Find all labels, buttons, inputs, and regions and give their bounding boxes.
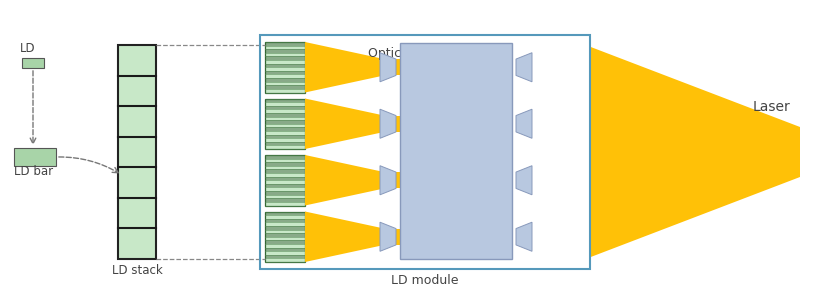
Text: LD bar: LD bar (14, 165, 53, 178)
Text: LD stack: LD stack (112, 264, 163, 277)
Bar (265, 138, 305, 142)
Bar (14, 148, 56, 166)
Polygon shape (396, 229, 400, 245)
Bar (265, 74, 305, 78)
Bar (265, 142, 305, 145)
Bar (265, 184, 305, 188)
Bar (265, 219, 305, 222)
Polygon shape (305, 98, 380, 149)
Text: Laser: Laser (752, 100, 790, 114)
Bar (265, 98, 305, 149)
Text: LD module: LD module (391, 274, 459, 287)
Bar (265, 127, 305, 131)
Bar (265, 98, 305, 102)
Bar (265, 169, 305, 173)
Bar (265, 162, 305, 166)
Bar (265, 215, 305, 219)
Bar (22, 58, 44, 68)
Polygon shape (516, 109, 532, 138)
Bar (118, 76, 156, 106)
Bar (265, 212, 305, 215)
Bar (265, 233, 305, 237)
Bar (265, 57, 305, 60)
Text: Optical system: Optical system (368, 47, 462, 60)
Bar (265, 159, 305, 162)
Bar (265, 173, 305, 177)
Bar (118, 45, 156, 259)
Bar (265, 120, 305, 124)
Bar (265, 198, 305, 202)
Polygon shape (380, 53, 396, 82)
Bar (265, 102, 305, 106)
Bar (265, 78, 305, 82)
Bar (265, 202, 305, 206)
Polygon shape (380, 222, 396, 251)
Bar (265, 177, 305, 180)
Bar (118, 106, 156, 137)
Polygon shape (305, 42, 380, 92)
Bar (118, 167, 156, 198)
Polygon shape (516, 222, 532, 251)
Bar (265, 85, 305, 89)
Bar (118, 198, 156, 228)
Bar (265, 89, 305, 92)
Bar (265, 67, 305, 71)
Bar (265, 191, 305, 195)
Bar (265, 255, 305, 258)
Bar (118, 228, 156, 259)
Polygon shape (396, 59, 400, 75)
Bar (260, 35, 590, 269)
Polygon shape (380, 109, 396, 138)
Bar (265, 116, 305, 120)
Polygon shape (305, 212, 380, 262)
Bar (265, 60, 305, 64)
Text: LD: LD (20, 42, 35, 55)
Bar (265, 251, 305, 255)
Bar (265, 113, 305, 116)
Bar (265, 71, 305, 74)
Bar (265, 145, 305, 149)
Bar (265, 42, 305, 92)
Bar (265, 247, 305, 251)
Bar (400, 43, 512, 259)
Bar (265, 258, 305, 262)
Bar (265, 222, 305, 226)
Bar (265, 240, 305, 244)
Bar (265, 106, 305, 109)
Bar (118, 45, 156, 76)
Bar (118, 137, 156, 167)
Polygon shape (516, 166, 532, 195)
Bar (265, 166, 305, 169)
Bar (265, 124, 305, 127)
Bar (265, 46, 305, 49)
Bar (265, 131, 305, 135)
Bar (265, 155, 305, 206)
Bar (265, 155, 305, 159)
Bar (265, 226, 305, 230)
Polygon shape (590, 47, 800, 257)
Polygon shape (305, 155, 380, 206)
Bar (265, 53, 305, 57)
Bar (265, 42, 305, 46)
Bar (265, 49, 305, 53)
Bar (265, 82, 305, 85)
Bar (265, 244, 305, 247)
Polygon shape (396, 172, 400, 188)
Bar (265, 212, 305, 262)
Bar (265, 135, 305, 138)
Bar (265, 188, 305, 191)
Polygon shape (396, 116, 400, 132)
Polygon shape (516, 53, 532, 82)
Bar (265, 230, 305, 233)
Bar (265, 109, 305, 113)
Polygon shape (380, 166, 396, 195)
Bar (265, 180, 305, 184)
Bar (265, 195, 305, 198)
Bar (265, 237, 305, 240)
Bar (265, 64, 305, 67)
